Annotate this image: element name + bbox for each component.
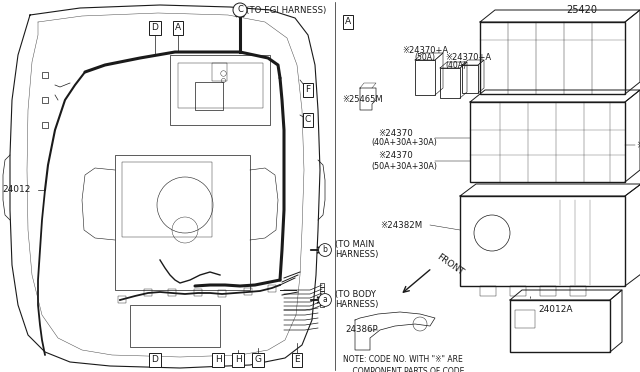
Bar xyxy=(130,305,220,347)
Bar xyxy=(122,162,212,237)
Text: a: a xyxy=(323,295,328,305)
Bar xyxy=(462,65,478,93)
Bar xyxy=(540,286,556,296)
Text: D: D xyxy=(152,356,159,365)
Text: A: A xyxy=(175,23,181,32)
Bar xyxy=(480,286,496,296)
Bar xyxy=(244,288,252,295)
Text: ※24370: ※24370 xyxy=(378,128,413,138)
Text: 24012: 24012 xyxy=(2,186,30,195)
Bar xyxy=(194,289,202,296)
Bar xyxy=(144,289,152,296)
Text: H: H xyxy=(214,356,221,365)
Text: (50A): (50A) xyxy=(415,53,435,62)
Text: (40A): (40A) xyxy=(445,61,466,70)
Text: 25420: 25420 xyxy=(566,5,598,15)
Bar xyxy=(170,55,270,125)
Bar xyxy=(218,290,226,297)
Text: ※24370+A: ※24370+A xyxy=(445,53,491,62)
Text: 24012A: 24012A xyxy=(538,305,573,314)
Bar xyxy=(118,296,126,303)
Bar xyxy=(115,155,250,290)
Text: F: F xyxy=(305,86,310,94)
Bar xyxy=(480,22,625,94)
Text: NOTE: CODE NO. WITH "※" ARE
    COMPONENT PARTS OF CODE
    NO. 24012.       J24: NOTE: CODE NO. WITH "※" ARE COMPONENT PA… xyxy=(343,355,465,372)
Text: G: G xyxy=(255,356,262,365)
Text: ※24370+A: ※24370+A xyxy=(402,46,448,55)
Bar xyxy=(440,68,460,98)
Text: (40A+30A+30A): (40A+30A+30A) xyxy=(371,138,437,148)
Text: (TO BODY: (TO BODY xyxy=(335,289,376,298)
Text: ※25465M: ※25465M xyxy=(342,96,383,105)
Text: FRONT: FRONT xyxy=(435,253,465,278)
Bar xyxy=(510,300,610,352)
Bar xyxy=(470,102,625,182)
Text: C: C xyxy=(237,6,243,15)
Text: D: D xyxy=(152,23,159,32)
Bar xyxy=(510,286,526,296)
Text: HARNESS): HARNESS) xyxy=(335,299,378,308)
Bar xyxy=(195,82,223,110)
Text: (TO EGI HARNESS): (TO EGI HARNESS) xyxy=(246,6,326,15)
Text: b: b xyxy=(323,246,328,254)
Bar xyxy=(168,289,176,296)
Bar xyxy=(212,63,227,81)
Bar xyxy=(178,63,263,108)
Bar xyxy=(268,285,276,292)
Text: HARNESS): HARNESS) xyxy=(335,250,378,259)
Text: ※24382M: ※24382M xyxy=(380,221,422,230)
Bar xyxy=(515,310,535,328)
Text: 24386P: 24386P xyxy=(345,326,378,334)
Bar xyxy=(415,60,435,95)
Text: (50A+30A+30A): (50A+30A+30A) xyxy=(371,161,437,170)
Text: ※24370: ※24370 xyxy=(378,151,413,160)
Text: A: A xyxy=(345,17,351,26)
Bar xyxy=(460,196,625,286)
Text: H: H xyxy=(235,356,241,365)
Bar xyxy=(570,286,586,296)
Text: (TO MAIN: (TO MAIN xyxy=(335,240,374,248)
Text: E: E xyxy=(294,356,300,365)
Text: ※24381: ※24381 xyxy=(636,141,640,150)
Text: C: C xyxy=(305,115,311,125)
